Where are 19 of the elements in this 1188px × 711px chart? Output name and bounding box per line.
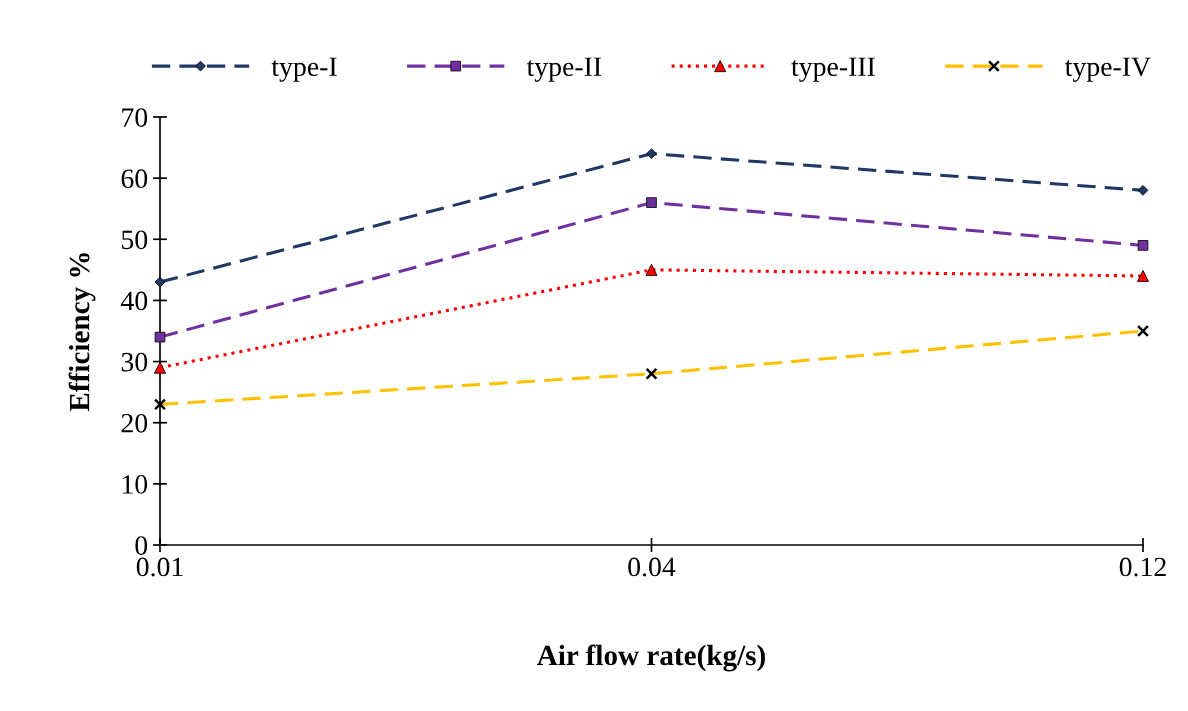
x-axis-title: Air flow rate(kg/s) xyxy=(537,644,765,672)
y-tick-label: 70 xyxy=(122,108,148,127)
legend-label: type-I xyxy=(271,57,337,82)
point xyxy=(154,331,166,343)
y-axis-title: Efficiency % xyxy=(68,253,96,412)
y-tick-label: 50 xyxy=(122,230,148,250)
x-tick-label: 0.12 xyxy=(1119,557,1166,577)
y-tick-label: 10 xyxy=(122,475,148,494)
y-tick-label: 20 xyxy=(121,413,148,433)
legend-label: type-III xyxy=(791,57,875,82)
x-tick-label: 0.01 xyxy=(136,557,183,577)
point xyxy=(1137,270,1149,282)
y-tick-label: 40 xyxy=(120,291,148,311)
x-tick-label: 0.04 xyxy=(628,557,676,577)
legend-label: type-IV xyxy=(1065,57,1151,82)
y-tick-label: 60 xyxy=(121,169,148,189)
y-tick-label: 30 xyxy=(121,352,148,372)
y-tick-label: 0 xyxy=(135,536,148,555)
legend-label: type-II xyxy=(526,57,602,82)
